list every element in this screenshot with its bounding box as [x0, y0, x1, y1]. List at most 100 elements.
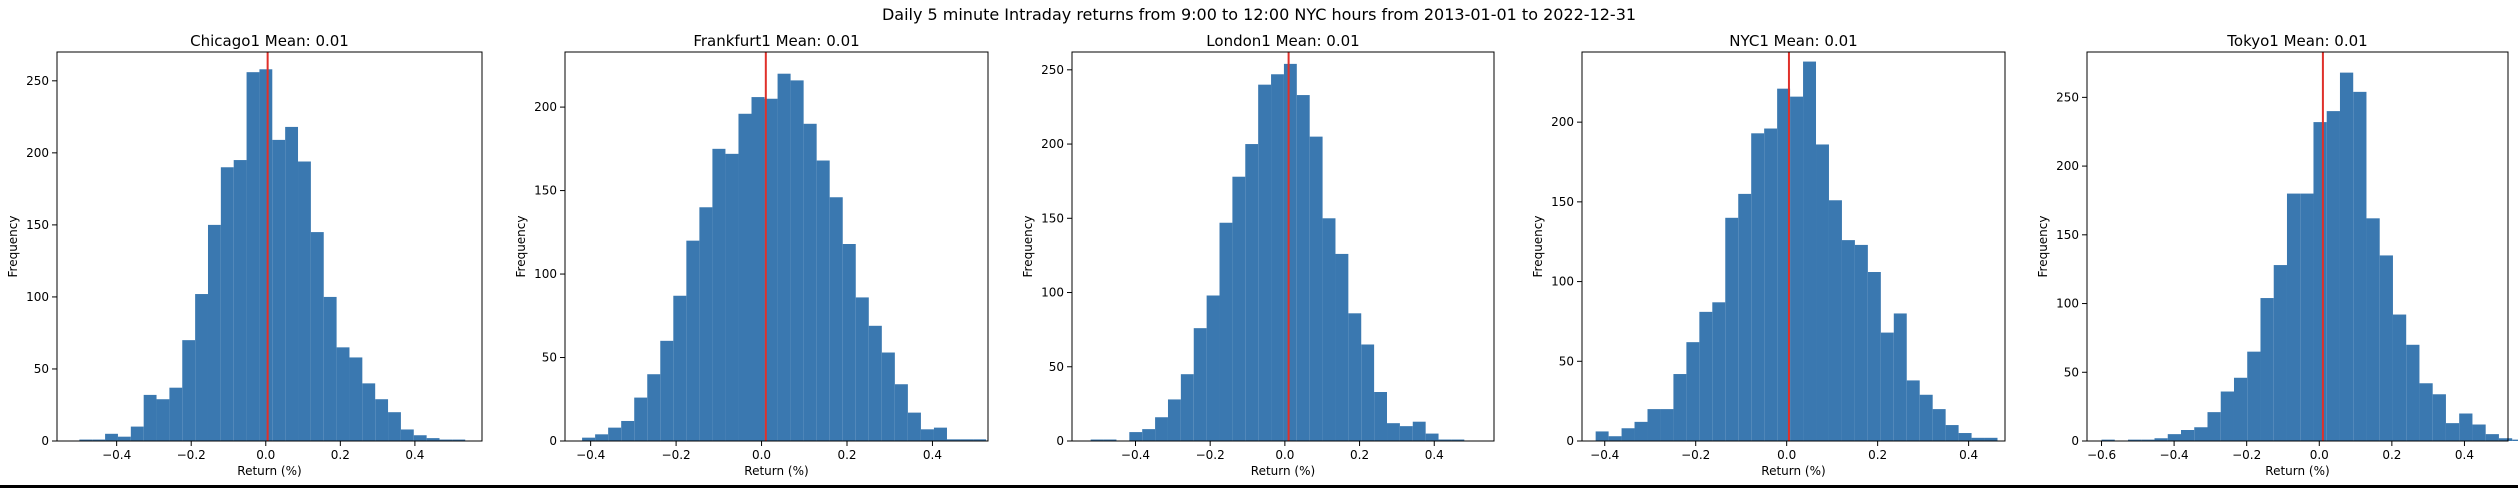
histogram-bar — [1673, 374, 1687, 441]
x-tick-label: 0.0 — [256, 448, 275, 462]
y-tick-label: 50 — [1559, 354, 1574, 368]
histogram-bar — [426, 438, 440, 441]
x-tick-label: −0.2 — [662, 448, 691, 462]
histogram-bar — [220, 167, 234, 441]
histogram-bar — [2260, 298, 2274, 441]
x-tick-label: 0.4 — [1959, 448, 1978, 462]
histogram-bar — [1232, 176, 1246, 441]
y-tick-label: 150 — [534, 184, 557, 198]
histogram-bar — [1309, 136, 1323, 441]
histogram-bar — [686, 240, 700, 441]
histogram-bar — [1206, 295, 1220, 441]
histogram-bar — [1296, 95, 1310, 441]
histogram-bar — [933, 427, 947, 441]
histogram-bar — [1090, 439, 1104, 441]
histogram-bar — [1867, 272, 1881, 441]
histogram-bar — [1245, 144, 1259, 442]
histogram-bar — [362, 383, 376, 441]
histogram-bar — [439, 439, 453, 441]
histogram-bar — [1271, 74, 1284, 442]
histogram-bar — [764, 98, 778, 441]
histogram-bar — [298, 161, 311, 441]
histogram-bar — [842, 244, 856, 441]
x-axis-label: Return (%) — [1251, 464, 1315, 478]
histogram-bar — [2445, 423, 2460, 441]
histogram-bar — [1219, 222, 1233, 441]
histogram-bar — [1647, 409, 1661, 441]
x-tick-label: −0.4 — [576, 448, 605, 462]
y-tick-label: 150 — [26, 218, 49, 232]
histogram-bar — [1399, 426, 1413, 441]
histogram-bar — [790, 80, 804, 441]
x-axis-label: Return (%) — [237, 464, 301, 478]
y-tick-label: 50 — [1049, 360, 1064, 374]
histogram-bar — [1387, 423, 1400, 441]
y-tick-label: 200 — [26, 146, 49, 160]
figure-suptitle: Daily 5 minute Intraday returns from 9:0… — [881, 5, 1637, 24]
histogram-bar — [2273, 265, 2287, 441]
histogram-bar — [2167, 434, 2181, 441]
histogram-bar — [1841, 240, 1855, 441]
histogram-bar — [1919, 394, 1933, 441]
histogram-bar — [1777, 88, 1791, 442]
y-axis-label: Frequency — [1531, 216, 1545, 278]
histogram-bar — [2194, 427, 2208, 441]
x-tick-label: 0.2 — [331, 448, 350, 462]
histogram-bar — [1438, 439, 1452, 441]
histogram-bar — [1425, 433, 1439, 441]
histogram-bar — [92, 439, 106, 441]
histogram-bar — [1348, 313, 1362, 441]
histogram-bar — [195, 294, 208, 441]
chart-title: Tokyo1 Mean: 0.01 — [2226, 32, 2367, 50]
chart-title: Chicago1 Mean: 0.01 — [190, 32, 349, 50]
histogram-bar — [452, 439, 466, 441]
y-tick-label: 250 — [26, 74, 49, 88]
x-tick-label: 0.0 — [1777, 448, 1796, 462]
histogram-bar — [2366, 218, 2380, 441]
histogram-bar — [946, 439, 961, 441]
histogram-bar — [2141, 439, 2155, 441]
histogram-bar — [855, 297, 869, 441]
histogram-bar — [1361, 344, 1375, 441]
x-axis-label: Return (%) — [2265, 464, 2329, 478]
y-axis-label: Frequency — [6, 216, 20, 278]
histogram-bar — [660, 340, 674, 441]
histogram-bar — [1932, 409, 1946, 441]
y-tick-label: 150 — [2056, 228, 2079, 242]
histogram-bar — [1142, 429, 1156, 441]
histogram-bar — [777, 73, 791, 441]
histogram-bar — [1958, 433, 1972, 441]
histogram-bar — [285, 126, 299, 442]
histogram-bar — [207, 224, 221, 441]
y-tick-label: 0 — [41, 434, 49, 448]
x-tick-label: 0.2 — [2382, 448, 2401, 462]
histogram-bar — [1608, 436, 1622, 441]
axes-frame — [564, 51, 989, 442]
histogram-bar — [349, 357, 363, 441]
histogram-bar — [1193, 328, 1207, 441]
histogram-bar — [1103, 439, 1117, 441]
histogram-bar — [272, 139, 286, 441]
histogram-bar — [803, 123, 817, 441]
histogram-bar — [117, 436, 131, 441]
histogram-bar — [182, 340, 196, 441]
y-tick-label: 0 — [549, 434, 557, 448]
histogram-bar — [388, 412, 401, 441]
histogram-bar — [1738, 193, 1752, 441]
chart-panel-4: −0.4 −0.2 0.0 0.2 0.4 0 50 100 150 200 NYC1 Mean: … — [1531, 32, 2006, 478]
histogram-bar — [1621, 428, 1635, 441]
histogram-bar — [310, 232, 324, 441]
y-tick-label: 200 — [1041, 137, 1064, 151]
histogram-bar — [1412, 421, 1426, 441]
histogram-bar — [2154, 438, 2168, 441]
histogram-bar — [582, 437, 596, 441]
histogram-bar — [1945, 425, 1959, 441]
histogram-bar — [2353, 91, 2367, 442]
histogram-bar — [1854, 244, 1868, 441]
x-tick-label: −0.4 — [2160, 448, 2189, 462]
histogram-bar — [595, 434, 609, 441]
histogram-bar — [2472, 424, 2486, 441]
axes-frame — [1581, 51, 2006, 442]
histogram-bar — [2339, 72, 2354, 442]
histogram-bar — [246, 72, 260, 442]
